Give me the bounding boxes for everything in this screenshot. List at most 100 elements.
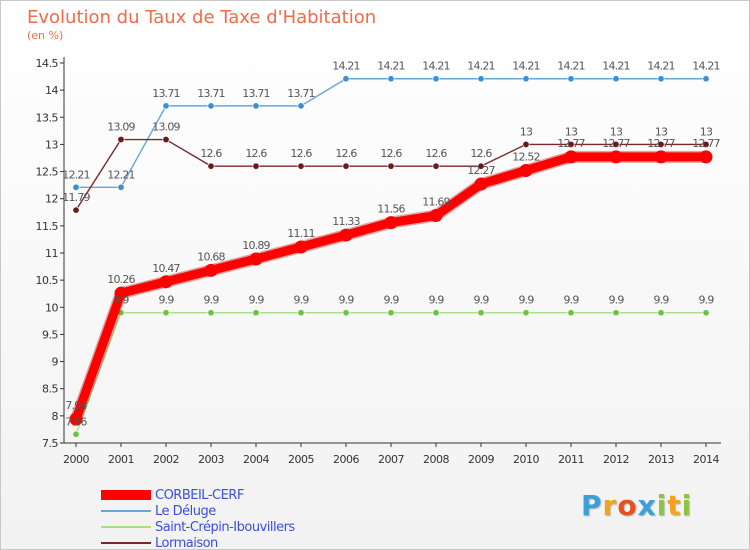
data-point-0 [699,150,713,164]
legend-label-le-deluge: Le Déluge [155,503,216,519]
data-label-2: 9.9 [518,294,534,307]
data-point-0 [384,216,398,230]
data-label-0: 12.52 [512,150,540,163]
data-label-2: 9.9 [203,294,219,307]
data-label-0: 12.77 [647,137,675,150]
data-label-0: 10.26 [107,273,135,286]
data-point-0 [159,275,173,289]
data-point-1 [207,102,215,110]
data-label-3: 12.6 [470,147,492,160]
data-label-2: 9.9 [428,294,444,307]
chart-legend: CORBEIL-CERF Le Déluge Saint-Crépin-Ibou… [101,487,295,549]
legend-swatch-le-deluge [101,510,151,512]
data-point-1 [162,102,170,110]
data-label-0: 11.11 [287,227,315,240]
series-line-2 [75,312,707,436]
data-point-2 [477,309,485,317]
y-axis-unit-label: (en %) [27,29,64,42]
legend-label-saint-crepin: Saint-Crépin-Ibouvillers [155,519,295,535]
data-label-3: 12.6 [380,147,402,160]
data-point-0 [204,263,218,277]
series-shadow-0 [70,150,712,426]
data-point-2 [612,309,620,317]
data-point-2 [72,430,80,438]
data-point-1 [117,183,125,191]
data-point-3 [387,162,395,170]
y-tick-label: 9.5 [42,328,58,341]
y-tick-label: 14.5 [36,57,59,70]
x-tick-label: 2002 [153,453,179,466]
data-point-1 [522,75,530,83]
data-label-0: 12.27 [467,164,495,177]
data-point-1 [432,75,440,83]
data-point-3 [432,162,440,170]
y-tick-label: 12 [45,193,58,206]
data-point-3 [567,140,575,148]
data-label-2: 9.9 [653,294,669,307]
y-tick-label: 11 [45,247,58,260]
y-tick-label: 10 [45,301,58,314]
data-label-2: 9.9 [158,294,174,307]
data-point-1 [342,75,350,83]
data-label-3: 12.6 [290,147,312,160]
legend-item-corbeil-cerf: CORBEIL-CERF [101,487,295,503]
data-label-0: 12.77 [602,137,630,150]
data-label-1: 14.21 [332,60,360,73]
data-label-0: 12.77 [692,137,720,150]
data-point-2 [297,309,305,317]
data-label-3: 13.09 [152,121,180,134]
data-label-1: 13.71 [152,87,180,100]
y-tick-label: 12.5 [36,166,59,179]
x-tick-label: 2010 [513,453,539,466]
data-label-2: 9.9 [338,294,354,307]
data-point-2 [432,309,440,317]
data-point-2 [162,309,170,317]
data-point-0 [519,163,533,177]
data-label-0: 10.47 [152,262,180,275]
data-label-1: 12.21 [107,168,135,181]
data-label-1: 14.21 [647,60,675,73]
y-tick-label: 14 [45,84,58,97]
x-tick-label: 2005 [288,453,314,466]
data-point-0 [654,150,668,164]
y-tick-label: 13 [45,138,58,151]
data-label-2: 9.9 [113,294,129,307]
data-point-2 [342,309,350,317]
data-label-2: 9.9 [473,294,489,307]
y-tick-label: 8.5 [42,383,58,396]
data-label-3: 12.6 [200,147,222,160]
data-point-2 [702,309,710,317]
proxiti-logo: Proxiti [581,489,693,522]
data-label-1: 12.21 [62,168,90,181]
data-point-1 [252,102,260,110]
data-label-0: 12.77 [557,137,585,150]
data-point-0 [249,252,263,266]
y-tick-label: 9 [52,356,59,369]
x-tick-label: 2001 [108,453,134,466]
data-label-2: 9.9 [293,294,309,307]
data-point-2 [522,309,530,317]
data-label-2: 9.9 [563,294,579,307]
data-point-0 [564,150,578,164]
x-tick-label: 2012 [603,453,629,466]
data-point-2 [567,309,575,317]
data-point-1 [657,75,665,83]
x-tick-label: 2006 [333,453,359,466]
data-label-1: 13.71 [197,87,225,100]
data-point-2 [387,309,395,317]
data-label-2: 9.9 [248,294,264,307]
legend-item-le-deluge: Le Déluge [101,503,295,519]
data-point-2 [657,309,665,317]
x-tick-label: 2014 [693,453,719,466]
data-label-1: 14.21 [602,60,630,73]
data-label-0: 11.33 [332,215,360,228]
data-label-1: 14.21 [557,60,585,73]
data-point-0 [114,286,128,300]
data-point-2 [252,309,260,317]
data-label-0: 11.56 [377,203,405,216]
y-tick-label: 13.5 [36,111,59,124]
data-label-3: 13 [655,125,668,138]
x-tick-label: 2008 [423,453,449,466]
data-label-3: 13.09 [107,121,135,134]
